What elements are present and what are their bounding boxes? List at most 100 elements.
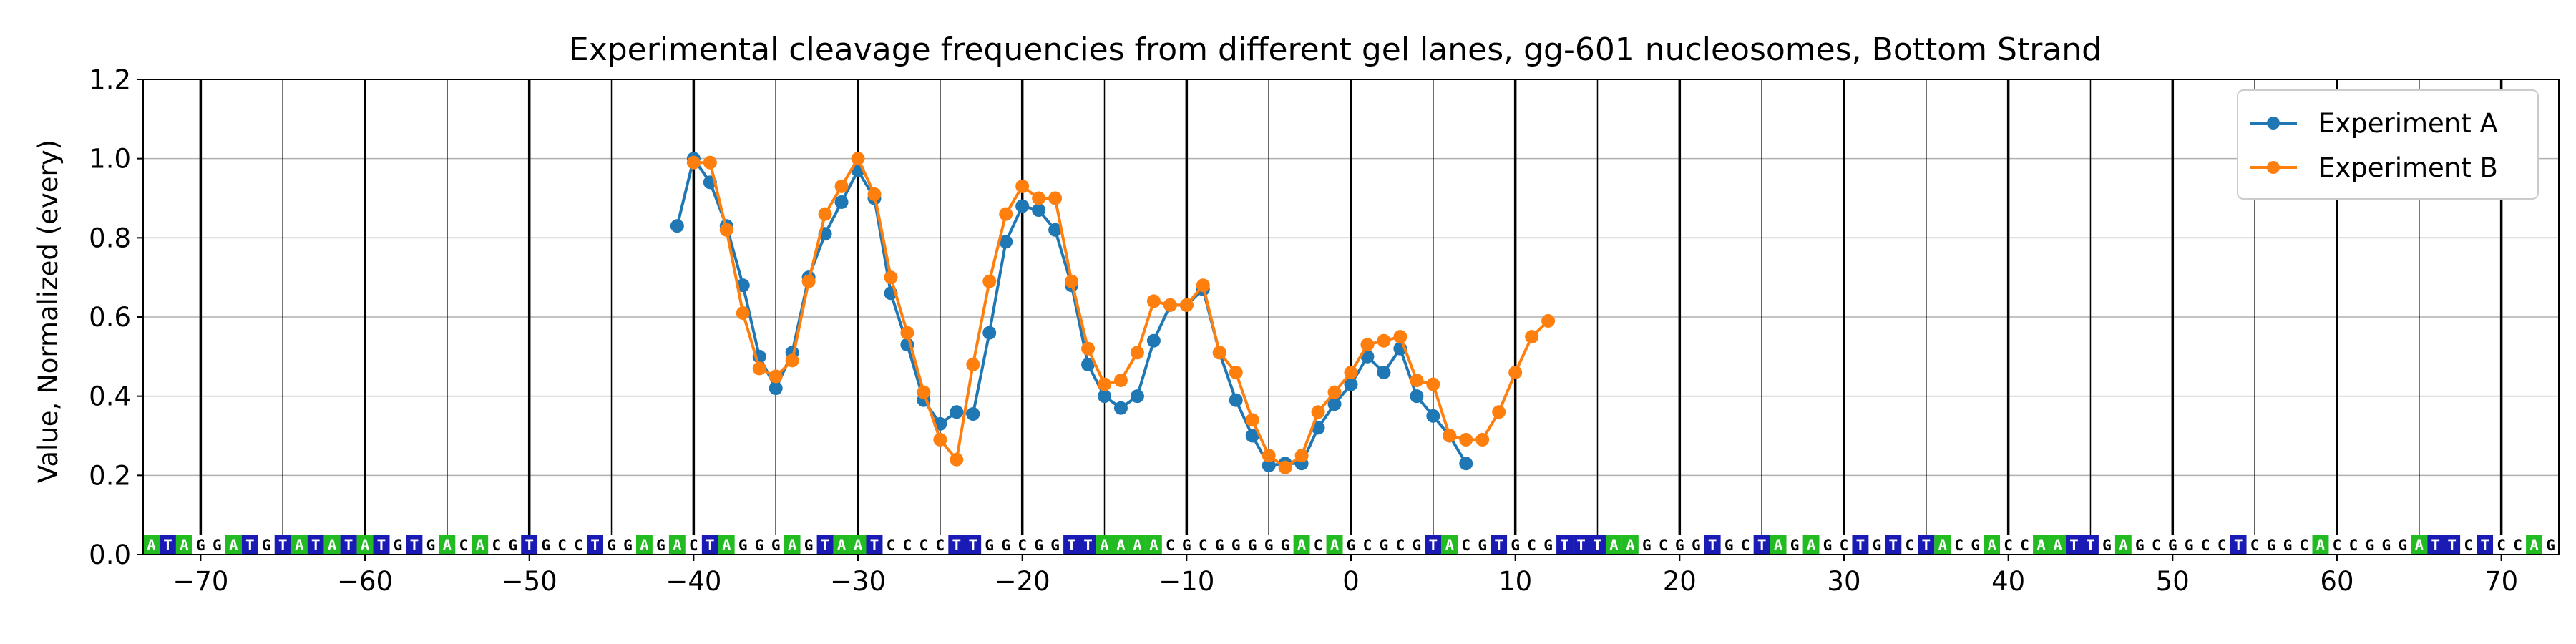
x-tick-label: 50 [2156,566,2190,597]
base-cell [2279,535,2296,555]
base-letter: G [804,537,814,554]
base-cell [1145,535,1162,555]
data-point [1541,314,1556,328]
base-cell [800,535,817,555]
y-tick-label: 1.0 [89,144,131,175]
base-letter: T [245,537,255,554]
base-letter: T [821,537,830,554]
data-point [1163,298,1177,312]
data-point [999,207,1013,221]
data-point [1113,374,1128,388]
base-cell [1819,535,1836,555]
base-letter: T [1708,537,1717,554]
base-letter: T [1083,537,1093,554]
base-cell [1589,535,1606,555]
base-letter: G [2168,537,2177,554]
x-tick-label: 0 [1342,566,1360,597]
base-letter: T [2480,537,2489,554]
axis-ticks: −70 −60 −50 −40 −30 −20 −10 0 10 20 30 40 50 60 70 0.0 0… [89,64,2518,597]
base-letter: A [1987,537,1996,554]
base-cell [1638,535,1655,555]
base-letter: A [854,537,863,554]
base-cell [2296,535,2313,555]
base-cell [307,535,324,555]
base-cell [439,535,456,555]
base-cell [1868,535,1885,555]
legend-swatch-marker [2267,117,2280,130]
y-tick-label: 0.4 [89,381,131,412]
x-tick-label: −60 [337,566,393,597]
base-cell [2197,535,2214,555]
base-letter: C [2004,537,2013,554]
base-cell [1408,535,1425,555]
data-point [1146,333,1161,348]
base-letter: C [1166,537,1175,554]
base-cell [472,535,489,555]
base-cell [1244,535,1261,555]
base-letter: G [426,537,436,554]
data-point [950,405,964,419]
base-letter: T [2447,537,2457,554]
data-point [703,155,717,170]
base-cell [1671,535,1688,555]
data-point [900,326,914,340]
base-letter: A [1297,537,1307,554]
x-tick-label: −40 [665,566,721,597]
base-cell [2542,535,2559,555]
base-letter: A [475,537,484,554]
base-cell [816,535,834,555]
base-cell [2000,535,2017,555]
base-cell [2246,535,2263,555]
base-cell [849,535,867,555]
base-cell [2427,535,2444,555]
base-cell [1885,535,1902,555]
base-letter: T [1067,537,1076,554]
base-letter: T [311,537,321,554]
y-tick-label: 0.0 [89,540,131,570]
base-letter: G [1724,537,1734,554]
base-letter: C [2152,537,2161,554]
base-cell [2493,535,2510,555]
base-cell [620,535,636,555]
base-letter: A [443,537,452,554]
base-letter: G [2267,537,2276,554]
data-point [801,274,816,288]
base-letter: C [1741,537,1750,554]
base-letter: C [887,537,896,554]
base-letter: G [1543,537,1553,554]
x-tick-label: 70 [2484,566,2518,597]
base-cell [701,535,718,555]
base-letter: A [837,537,847,554]
x-tick-label: −50 [502,566,557,597]
data-point [1426,377,1440,391]
data-point [1377,333,1391,348]
base-letter: A [361,537,370,554]
base-cell [2263,535,2280,555]
base-letter: A [2119,537,2128,554]
base-letter: A [229,537,238,554]
chart-title: Experimental cleavage frequencies from d… [569,31,2102,68]
base-letter: C [1906,537,1915,554]
base-letter: T [1576,537,1586,554]
base-letter: T [1494,537,1503,554]
base-letter: A [328,537,337,554]
base-letter: G [1873,537,1882,554]
base-letter: A [640,537,649,554]
base-letter: G [2398,537,2407,554]
data-point [834,195,849,210]
base-cell [521,535,538,555]
base-letter: A [2414,537,2424,554]
base-letter: A [673,537,682,554]
data-point [1048,223,1063,237]
base-cell [1621,535,1639,555]
base-letter: T [163,537,172,554]
data-point [982,326,997,340]
data-point [1081,357,1096,371]
base-letter: G [1790,537,1800,554]
base-letter: T [278,537,288,554]
base-letter: G [2546,537,2555,554]
base-letter: G [2283,537,2293,554]
base-cell [997,535,1015,555]
base-letter: G [1413,537,1422,554]
